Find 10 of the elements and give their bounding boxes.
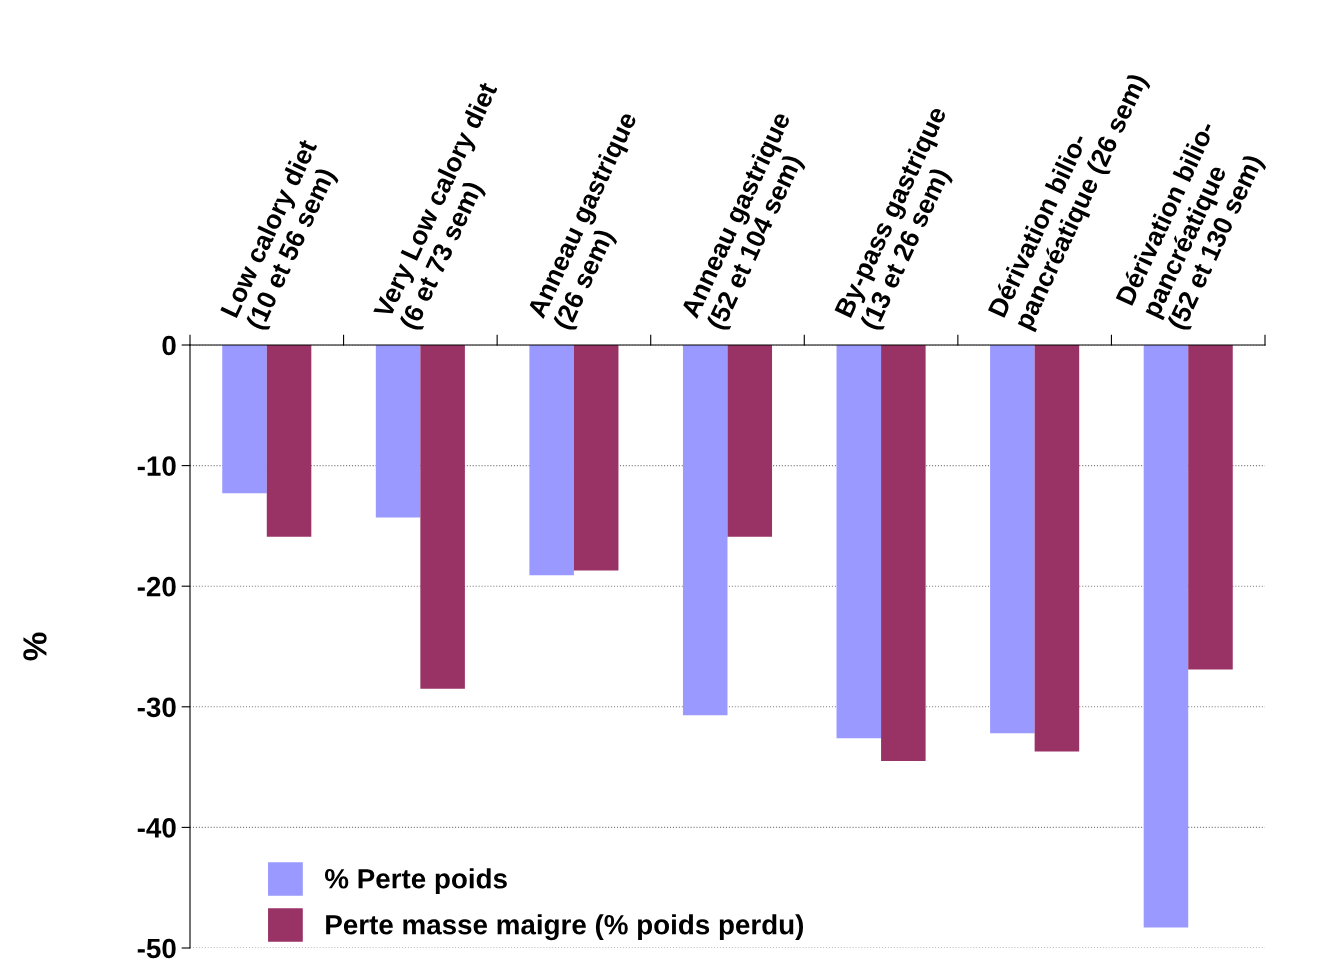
y-tick-label: -30 <box>137 697 176 718</box>
legend-label: % Perte poids <box>325 868 507 895</box>
y-axis-title: % <box>23 632 47 661</box>
y-tick-label: -10 <box>137 456 176 476</box>
y-tick-label: 0 <box>162 335 176 356</box>
x-tick-label: Low calory diet (10 et 56 sem) <box>219 137 340 333</box>
y-tick-label: -50 <box>137 938 176 959</box>
legend-label: Perte masse maigre (% poids perdu) <box>326 914 804 941</box>
y-tick-label: -20 <box>137 576 176 597</box>
y-tick-label: -40 <box>137 818 176 838</box>
